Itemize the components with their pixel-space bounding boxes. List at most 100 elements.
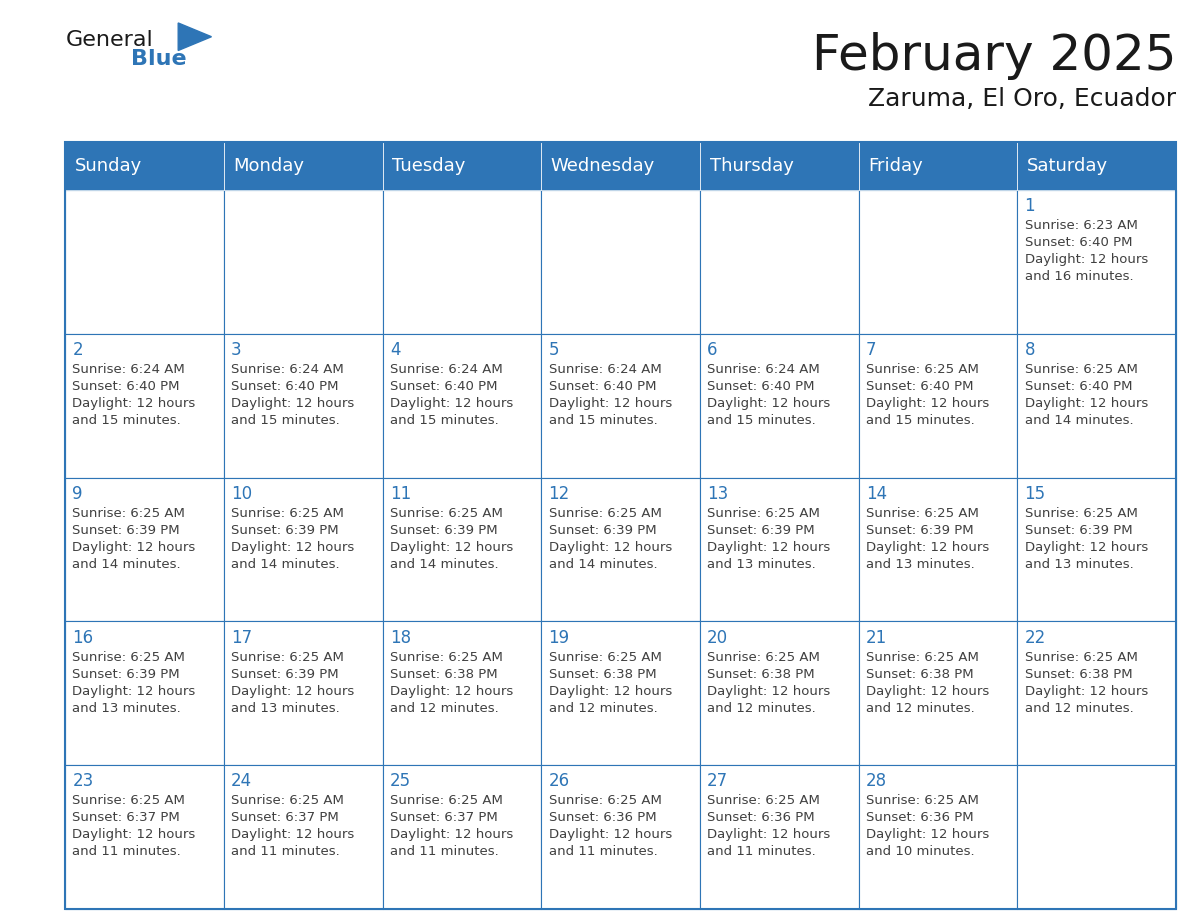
Text: Sunrise: 6:25 AM
Sunset: 6:38 PM
Daylight: 12 hours
and 12 minutes.: Sunrise: 6:25 AM Sunset: 6:38 PM Dayligh… (1024, 651, 1148, 715)
Text: 18: 18 (390, 629, 411, 646)
Bar (1017, 190, 1176, 334)
Bar (859, 142, 1017, 190)
Text: Sunrise: 6:24 AM
Sunset: 6:40 PM
Daylight: 12 hours
and 15 minutes.: Sunrise: 6:24 AM Sunset: 6:40 PM Dayligh… (707, 364, 830, 427)
Text: Sunrise: 6:24 AM
Sunset: 6:40 PM
Daylight: 12 hours
and 15 minutes.: Sunrise: 6:24 AM Sunset: 6:40 PM Dayligh… (232, 364, 354, 427)
Text: Sunrise: 6:25 AM
Sunset: 6:36 PM
Daylight: 12 hours
and 11 minutes.: Sunrise: 6:25 AM Sunset: 6:36 PM Dayligh… (707, 794, 830, 858)
Text: 4: 4 (390, 341, 400, 359)
Bar (700, 765, 859, 909)
Text: 19: 19 (549, 629, 569, 646)
Text: 17: 17 (232, 629, 252, 646)
Bar (700, 190, 859, 334)
Text: Sunrise: 6:25 AM
Sunset: 6:37 PM
Daylight: 12 hours
and 11 minutes.: Sunrise: 6:25 AM Sunset: 6:37 PM Dayligh… (390, 794, 513, 858)
Text: Zaruma, El Oro, Ecuador: Zaruma, El Oro, Ecuador (868, 87, 1176, 111)
Text: Sunrise: 6:25 AM
Sunset: 6:39 PM
Daylight: 12 hours
and 14 minutes.: Sunrise: 6:25 AM Sunset: 6:39 PM Dayligh… (549, 507, 671, 571)
Text: Monday: Monday (234, 157, 304, 175)
Text: February 2025: February 2025 (811, 32, 1176, 80)
Bar (700, 142, 859, 190)
Text: Sunrise: 6:23 AM
Sunset: 6:40 PM
Daylight: 12 hours
and 16 minutes.: Sunrise: 6:23 AM Sunset: 6:40 PM Dayligh… (1024, 219, 1148, 284)
Bar (859, 190, 1017, 334)
Text: Sunrise: 6:25 AM
Sunset: 6:39 PM
Daylight: 12 hours
and 13 minutes.: Sunrise: 6:25 AM Sunset: 6:39 PM Dayligh… (707, 507, 830, 571)
Bar (65, 477, 225, 621)
Bar (65, 621, 225, 765)
Text: 15: 15 (1024, 485, 1045, 503)
Bar (383, 142, 542, 190)
Bar (542, 621, 700, 765)
Bar (65, 765, 225, 909)
Bar (1017, 621, 1176, 765)
Text: 20: 20 (707, 629, 728, 646)
Text: 16: 16 (72, 629, 94, 646)
Text: 14: 14 (866, 485, 887, 503)
Text: 26: 26 (549, 772, 569, 790)
Text: Sunrise: 6:25 AM
Sunset: 6:38 PM
Daylight: 12 hours
and 12 minutes.: Sunrise: 6:25 AM Sunset: 6:38 PM Dayligh… (549, 651, 671, 715)
Bar (65, 142, 1176, 909)
Text: 24: 24 (232, 772, 252, 790)
Text: Sunrise: 6:25 AM
Sunset: 6:39 PM
Daylight: 12 hours
and 13 minutes.: Sunrise: 6:25 AM Sunset: 6:39 PM Dayligh… (232, 651, 354, 715)
Text: 13: 13 (707, 485, 728, 503)
Text: Sunrise: 6:25 AM
Sunset: 6:37 PM
Daylight: 12 hours
and 11 minutes.: Sunrise: 6:25 AM Sunset: 6:37 PM Dayligh… (232, 794, 354, 858)
Bar (383, 477, 542, 621)
Bar (859, 765, 1017, 909)
Text: Sunrise: 6:25 AM
Sunset: 6:40 PM
Daylight: 12 hours
and 14 minutes.: Sunrise: 6:25 AM Sunset: 6:40 PM Dayligh… (1024, 364, 1148, 427)
Text: Sunrise: 6:25 AM
Sunset: 6:40 PM
Daylight: 12 hours
and 15 minutes.: Sunrise: 6:25 AM Sunset: 6:40 PM Dayligh… (866, 364, 990, 427)
Text: 8: 8 (1024, 341, 1035, 359)
Bar (225, 190, 383, 334)
Text: Sunrise: 6:25 AM
Sunset: 6:39 PM
Daylight: 12 hours
and 14 minutes.: Sunrise: 6:25 AM Sunset: 6:39 PM Dayligh… (232, 507, 354, 571)
Text: 28: 28 (866, 772, 887, 790)
Text: 27: 27 (707, 772, 728, 790)
Bar (542, 477, 700, 621)
Text: Sunrise: 6:25 AM
Sunset: 6:39 PM
Daylight: 12 hours
and 14 minutes.: Sunrise: 6:25 AM Sunset: 6:39 PM Dayligh… (390, 507, 513, 571)
Text: Sunday: Sunday (75, 157, 143, 175)
Bar (859, 334, 1017, 477)
Bar (542, 190, 700, 334)
Text: 10: 10 (232, 485, 252, 503)
Text: 5: 5 (549, 341, 560, 359)
Bar (65, 142, 225, 190)
Bar (700, 477, 859, 621)
Bar (1017, 334, 1176, 477)
Bar (383, 190, 542, 334)
Bar (383, 621, 542, 765)
Text: Sunrise: 6:25 AM
Sunset: 6:38 PM
Daylight: 12 hours
and 12 minutes.: Sunrise: 6:25 AM Sunset: 6:38 PM Dayligh… (866, 651, 990, 715)
Bar (700, 334, 859, 477)
Text: Sunrise: 6:25 AM
Sunset: 6:39 PM
Daylight: 12 hours
and 14 minutes.: Sunrise: 6:25 AM Sunset: 6:39 PM Dayligh… (72, 507, 196, 571)
Text: Sunrise: 6:25 AM
Sunset: 6:38 PM
Daylight: 12 hours
and 12 minutes.: Sunrise: 6:25 AM Sunset: 6:38 PM Dayligh… (707, 651, 830, 715)
Text: Tuesday: Tuesday (392, 157, 466, 175)
Text: Sunrise: 6:24 AM
Sunset: 6:40 PM
Daylight: 12 hours
and 15 minutes.: Sunrise: 6:24 AM Sunset: 6:40 PM Dayligh… (390, 364, 513, 427)
Text: General: General (65, 30, 153, 50)
Bar (225, 765, 383, 909)
Bar (700, 621, 859, 765)
Text: 2: 2 (72, 341, 83, 359)
Bar (542, 142, 700, 190)
Text: Sunrise: 6:25 AM
Sunset: 6:39 PM
Daylight: 12 hours
and 13 minutes.: Sunrise: 6:25 AM Sunset: 6:39 PM Dayligh… (1024, 507, 1148, 571)
Text: 21: 21 (866, 629, 887, 646)
Text: Friday: Friday (868, 157, 923, 175)
Text: 6: 6 (707, 341, 718, 359)
Bar (225, 142, 383, 190)
Bar (383, 765, 542, 909)
Bar (542, 334, 700, 477)
Text: Blue: Blue (131, 49, 187, 69)
Bar (1017, 477, 1176, 621)
Bar (542, 765, 700, 909)
Text: Sunrise: 6:25 AM
Sunset: 6:36 PM
Daylight: 12 hours
and 11 minutes.: Sunrise: 6:25 AM Sunset: 6:36 PM Dayligh… (549, 794, 671, 858)
Bar (65, 190, 225, 334)
Bar (859, 477, 1017, 621)
Text: Wednesday: Wednesday (551, 157, 655, 175)
Text: Sunrise: 6:25 AM
Sunset: 6:39 PM
Daylight: 12 hours
and 13 minutes.: Sunrise: 6:25 AM Sunset: 6:39 PM Dayligh… (72, 651, 196, 715)
Text: 1: 1 (1024, 197, 1035, 216)
Bar (225, 621, 383, 765)
Text: 23: 23 (72, 772, 94, 790)
Bar (859, 621, 1017, 765)
Text: Sunrise: 6:25 AM
Sunset: 6:37 PM
Daylight: 12 hours
and 11 minutes.: Sunrise: 6:25 AM Sunset: 6:37 PM Dayligh… (72, 794, 196, 858)
Text: Sunrise: 6:25 AM
Sunset: 6:38 PM
Daylight: 12 hours
and 12 minutes.: Sunrise: 6:25 AM Sunset: 6:38 PM Dayligh… (390, 651, 513, 715)
Bar (225, 477, 383, 621)
Text: Sunrise: 6:25 AM
Sunset: 6:39 PM
Daylight: 12 hours
and 13 minutes.: Sunrise: 6:25 AM Sunset: 6:39 PM Dayligh… (866, 507, 990, 571)
Bar (1017, 765, 1176, 909)
Bar (383, 334, 542, 477)
Text: 9: 9 (72, 485, 83, 503)
Bar (225, 334, 383, 477)
Polygon shape (178, 23, 211, 50)
Text: 11: 11 (390, 485, 411, 503)
Bar (65, 334, 225, 477)
